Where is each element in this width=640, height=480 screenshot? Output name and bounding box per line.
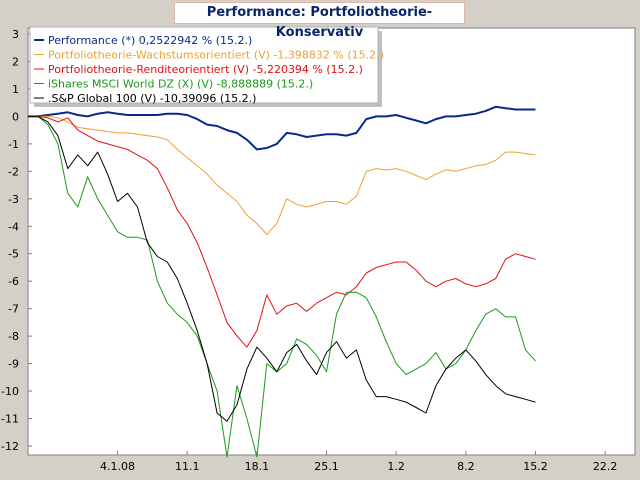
series-line-1 — [28, 105, 536, 151]
x-tick-label: 11.1 — [175, 460, 200, 473]
series-lines — [28, 105, 536, 458]
series-line-5 — [28, 115, 536, 422]
y-tick-label: 1 — [12, 83, 19, 96]
series-line-2 — [28, 115, 536, 235]
legend-entry: Performance (*) 0,2522942 % (15.2.) — [48, 34, 252, 47]
x-tick-label: 1.2 — [387, 460, 405, 473]
y-axis: 3 2 1 0 -1 -2 -3 -4 -5 -6 -7 -8 -9 -10 -11 -12 — [1, 28, 32, 453]
y-tick-label: -8 — [8, 330, 19, 343]
x-tick-label: 8.2 — [457, 460, 475, 473]
y-tick-label: -9 — [8, 358, 19, 371]
x-tick-label: 4.1.08 — [100, 460, 135, 473]
y-tick-label: 0 — [12, 110, 19, 123]
x-tick-label: 22.2 — [593, 460, 618, 473]
y-tick-label: -1 — [8, 138, 19, 151]
x-tick-label: 25.1 — [314, 460, 339, 473]
y-tick-label: -11 — [1, 413, 19, 426]
y-tick-label: -5 — [8, 248, 19, 261]
legend: Performance (*) 0,2522942 % (15.2.) Portf… — [29, 26, 384, 107]
legend-entry: .S&P Global 100 (V) -10,39096 (15.2.) — [48, 92, 256, 105]
series-line-3 — [28, 115, 536, 348]
y-tick-label: -10 — [1, 385, 19, 398]
y-tick-label: 2 — [12, 55, 19, 68]
legend-box — [29, 26, 379, 104]
y-tick-label: -2 — [8, 165, 19, 178]
legend-entry: Portfoliotheorie-Wachstumsorientiert (V)… — [48, 49, 384, 62]
x-tick-label: 15.2 — [523, 460, 548, 473]
legend-entry: Portfoliotheorie-Renditeorientiert (V) -… — [48, 63, 363, 76]
y-tick-label: 3 — [12, 28, 19, 41]
x-axis: 4.1.08 11.1 18.1 25.1 1.2 8.2 15.2 22.2 — [100, 451, 617, 473]
series-line-4 — [28, 115, 536, 458]
x-tick-label: 18.1 — [245, 460, 270, 473]
y-tick-label: -4 — [8, 220, 19, 233]
y-tick-label: -3 — [8, 193, 19, 206]
y-tick-label: -7 — [8, 303, 19, 316]
chart-title: Performance: Portfoliotheorie-Konservati… — [174, 2, 465, 40]
y-tick-label: -6 — [8, 275, 19, 288]
y-tick-label: -12 — [1, 440, 19, 453]
legend-entry: iShares MSCI World DZ (X) (V) -8,888889 … — [48, 78, 313, 91]
